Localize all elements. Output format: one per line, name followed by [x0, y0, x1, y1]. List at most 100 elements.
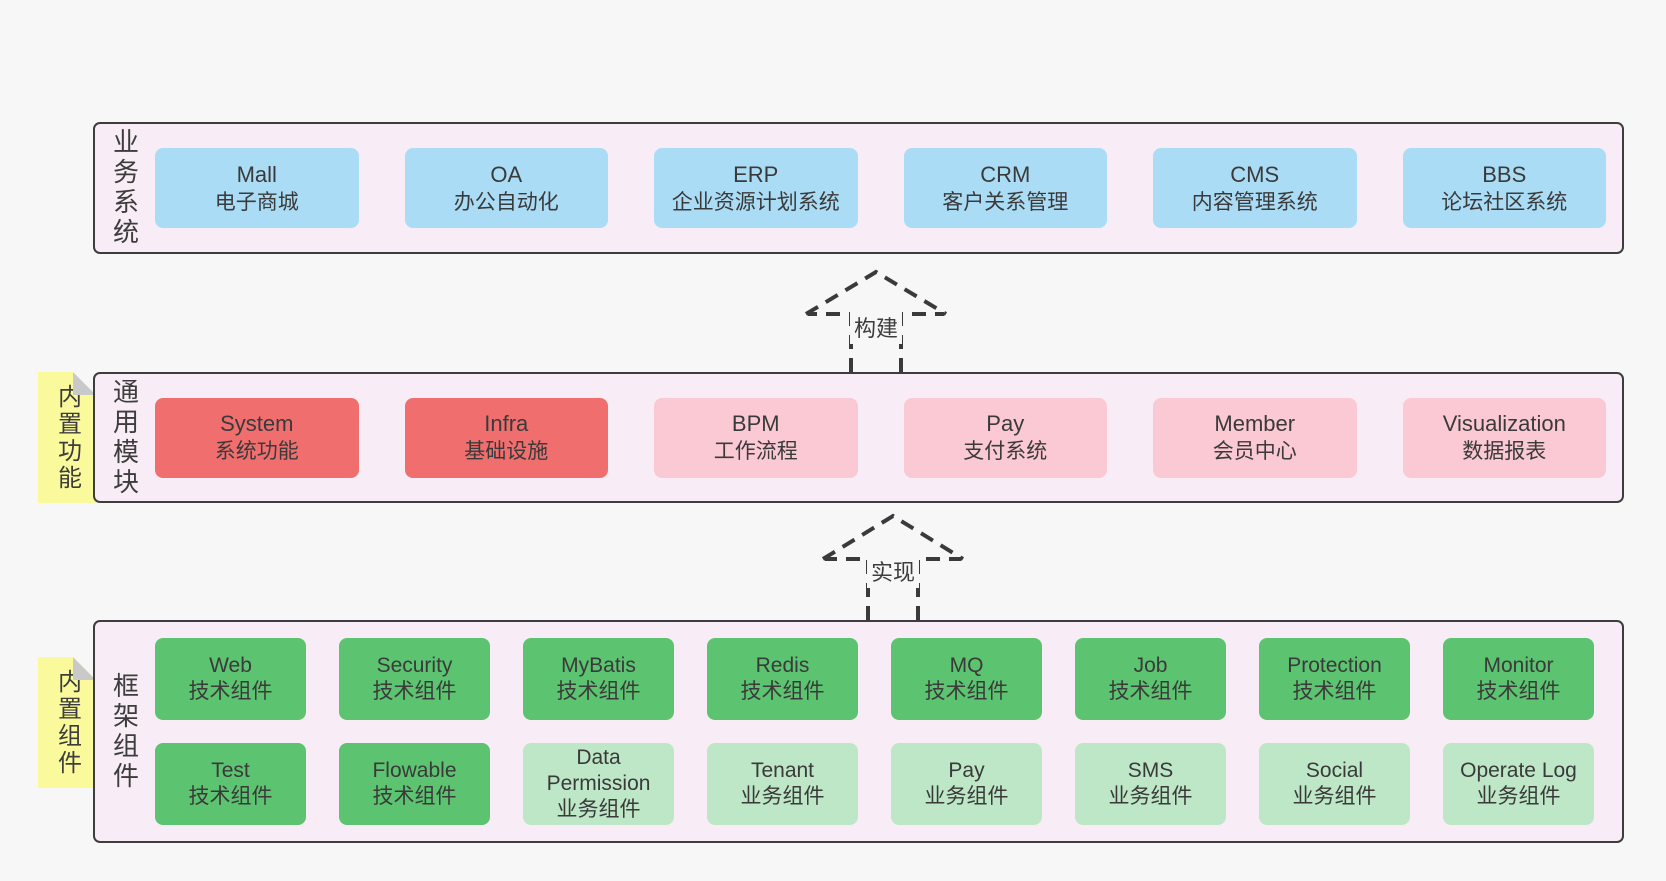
- sticky-note-built-in-features: 内置功能: [38, 372, 96, 503]
- box-web: Web 技术组件: [155, 638, 306, 720]
- box-title: BPM: [731, 411, 780, 436]
- box-title: ERP: [733, 161, 779, 187]
- box-subtitle: 技术组件: [740, 680, 825, 703]
- box-subtitle: 技术组件: [188, 680, 273, 703]
- box-title: Social: [1305, 759, 1364, 782]
- components-row-1: Web 技术组件 Security 技术组件 MyBatis 技术组件 Redi…: [155, 638, 1594, 720]
- components-row-2: Test 技术组件 Flowable 技术组件 Data Permission …: [155, 743, 1594, 825]
- modules-box-row: System 系统功能 Infra 基础设施 BPM 工作流程 Pay 支付系统…: [155, 374, 1622, 501]
- box-title: Pay: [948, 759, 985, 782]
- box-subtitle: 技术组件: [372, 785, 457, 808]
- sticky-note-built-in-components: 内置组件: [38, 657, 96, 788]
- box-title: BBS: [1482, 161, 1527, 187]
- box-title: Security: [376, 654, 453, 677]
- box-subtitle: 业务组件: [556, 798, 641, 821]
- box-title: CRM: [980, 161, 1031, 187]
- box-title: System: [220, 411, 294, 436]
- box-title: CMS: [1230, 161, 1280, 187]
- section-common-modules: 通用模块 System 系统功能 Infra 基础设施 BPM 工作流程 Pay…: [93, 372, 1624, 503]
- box-title: OA: [490, 161, 523, 187]
- box-subtitle: 技术组件: [1476, 680, 1561, 703]
- box-subtitle: 办公自动化: [453, 190, 559, 214]
- box-title: Pay: [986, 411, 1025, 436]
- box-subtitle: 企业资源计划系统: [671, 190, 840, 214]
- box-subtitle: 业务组件: [1292, 785, 1377, 808]
- section-label: 框架组件: [109, 671, 140, 792]
- box-job: Job 技术组件: [1075, 638, 1226, 720]
- box-protection: Protection 技术组件: [1259, 638, 1410, 720]
- box-mq: MQ 技术组件: [891, 638, 1042, 720]
- box-subtitle: 系统功能: [214, 440, 299, 463]
- box-pay-module: Pay 支付系统: [903, 397, 1107, 478]
- box-visualization: Visualization 数据报表: [1402, 397, 1606, 478]
- box-social: Social 业务组件: [1259, 743, 1410, 825]
- box-crm: CRM 客户关系管理: [903, 148, 1107, 228]
- section-label: 业务系统: [109, 128, 140, 248]
- box-title: Protection: [1287, 654, 1382, 677]
- box-title: Web: [209, 654, 252, 677]
- box-pay-component: Pay 业务组件: [891, 743, 1042, 825]
- sticky-note-label: 内置功能: [53, 383, 81, 492]
- box-subtitle: 技术组件: [188, 785, 273, 808]
- box-bbs: BBS 论坛社区系统: [1402, 148, 1606, 228]
- box-subtitle: 业务组件: [1108, 785, 1193, 808]
- box-title: Test: [211, 759, 250, 782]
- box-title: Infra: [484, 411, 529, 436]
- box-system: System 系统功能: [155, 397, 359, 478]
- box-title: SMS: [1127, 759, 1174, 782]
- box-flowable: Flowable 技术组件: [339, 743, 490, 825]
- sticky-note-label: 内置组件: [53, 668, 81, 777]
- business-box-row: Mall 电子商城 OA 办公自动化 ERP 企业资源计划系统 CRM 客户关系…: [155, 124, 1622, 252]
- box-subtitle: 内容管理系统: [1191, 190, 1318, 214]
- box-monitor: Monitor 技术组件: [1443, 638, 1594, 720]
- box-mall: Mall 电子商城: [155, 148, 359, 228]
- box-subtitle: 技术组件: [556, 680, 641, 703]
- box-title: MQ: [949, 654, 984, 677]
- box-subtitle: 会员中心: [1212, 440, 1297, 463]
- box-subtitle: 基础设施: [464, 440, 549, 463]
- box-bpm: BPM 工作流程: [654, 397, 858, 478]
- box-subtitle: 数据报表: [1462, 440, 1547, 463]
- box-title: Operate Log: [1460, 759, 1577, 782]
- box-title: Tenant: [750, 759, 815, 782]
- box-redis: Redis 技术组件: [707, 638, 858, 720]
- box-member: Member 会员中心: [1153, 397, 1357, 478]
- box-sms: SMS 业务组件: [1075, 743, 1226, 825]
- box-cms: CMS 内容管理系统: [1153, 148, 1357, 228]
- build-arrow-label: 构建: [849, 310, 903, 344]
- box-subtitle: 支付系统: [963, 440, 1048, 463]
- box-subtitle: 技术组件: [372, 680, 457, 703]
- box-subtitle: 工作流程: [713, 440, 798, 463]
- box-mybatis: MyBatis 技术组件: [523, 638, 674, 720]
- implement-arrow-label: 实现: [866, 554, 920, 588]
- box-subtitle: 技术组件: [1108, 680, 1193, 703]
- box-infra: Infra 基础设施: [404, 397, 608, 478]
- box-subtitle: 技术组件: [1292, 680, 1377, 703]
- section-framework-components: 框架组件 Web 技术组件 Security 技术组件 MyBatis 技术组件…: [93, 620, 1624, 843]
- box-oa: OA 办公自动化: [404, 148, 608, 228]
- components-rows: Web 技术组件 Security 技术组件 MyBatis 技术组件 Redi…: [155, 622, 1622, 841]
- box-subtitle: 业务组件: [740, 785, 825, 808]
- box-title: Redis: [755, 654, 810, 677]
- box-security: Security 技术组件: [339, 638, 490, 720]
- box-operate-log: Operate Log 业务组件: [1443, 743, 1594, 825]
- box-subtitle: 技术组件: [924, 680, 1009, 703]
- box-title: Mall: [236, 161, 277, 187]
- box-title: Data Permission: [546, 746, 651, 795]
- box-subtitle: 客户关系管理: [942, 190, 1069, 214]
- section-label: 通用模块: [109, 377, 140, 498]
- box-title: Flowable: [372, 759, 457, 782]
- box-title: Monitor: [1483, 654, 1554, 677]
- section-business-systems: 业务系统 Mall 电子商城 OA 办公自动化 ERP 企业资源计划系统 CRM…: [93, 122, 1624, 254]
- box-erp: ERP 企业资源计划系统: [654, 148, 858, 228]
- implement-arrow-icon: [821, 513, 965, 620]
- box-data-permission: Data Permission 业务组件: [523, 743, 674, 825]
- box-title: Visualization: [1442, 411, 1566, 436]
- box-title: Member: [1214, 411, 1296, 436]
- box-subtitle: 业务组件: [924, 785, 1009, 808]
- box-subtitle: 电子商城: [214, 190, 299, 214]
- box-test: Test 技术组件: [155, 743, 306, 825]
- box-tenant: Tenant 业务组件: [707, 743, 858, 825]
- box-subtitle: 论坛社区系统: [1441, 190, 1568, 214]
